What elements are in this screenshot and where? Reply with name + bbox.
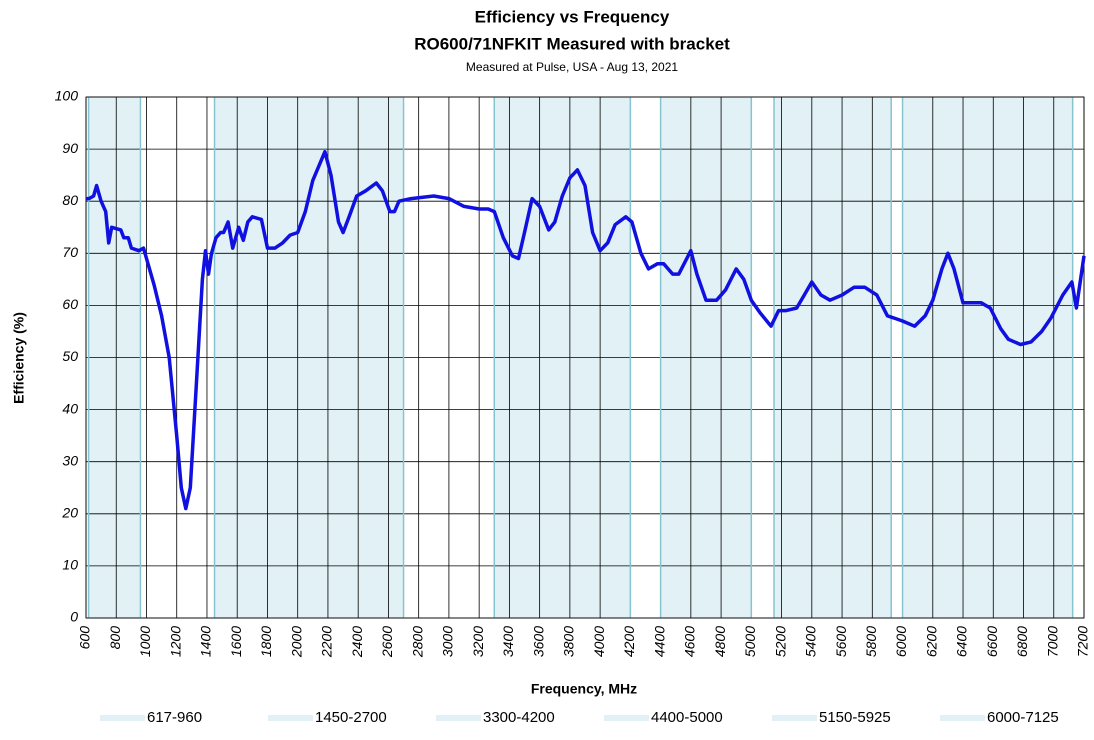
series-line — [86, 149, 1086, 511]
x-tick-label: 800 — [107, 626, 123, 650]
x-tick-label: 4800 — [712, 626, 728, 657]
legend-label: 617-960 — [147, 709, 202, 726]
x-tick-label: 3800 — [561, 626, 577, 657]
legend-label: 3300-4200 — [483, 709, 555, 726]
y-tick-label: 40 — [62, 400, 78, 416]
x-tick-label: 4000 — [591, 626, 607, 657]
y-tick-label: 70 — [62, 244, 78, 260]
x-tick-label: 7000 — [1044, 626, 1060, 657]
y-tick-label: 10 — [62, 557, 78, 573]
x-tick-label: 1400 — [198, 626, 214, 657]
x-tick-label: 3000 — [440, 626, 456, 657]
legend-label: 1450-2700 — [315, 709, 387, 726]
y-tick-label: 20 — [61, 505, 78, 521]
x-tick-label: 6600 — [984, 626, 1000, 657]
x-tick-label: 1000 — [137, 626, 153, 657]
x-tick-label: 3400 — [500, 626, 516, 657]
plot-border — [85, 96, 1085, 619]
x-tick-label: 4400 — [651, 626, 667, 657]
x-axis-label: Frequency, MHz — [531, 681, 637, 697]
legend-label: 5150-5925 — [819, 709, 891, 726]
x-tick-label: 4600 — [682, 626, 698, 657]
x-tick-label: 1800 — [258, 626, 274, 657]
y-tick-label: 60 — [62, 296, 78, 312]
y-axis-label: Efficiency (%) — [11, 312, 27, 404]
x-tick-label: 7200 — [1075, 626, 1091, 657]
chart-title: Efficiency vs Frequency — [475, 7, 670, 26]
chart-title-2: RO600/71NFKIT Measured with bracket — [414, 34, 730, 53]
x-tick-label: 5200 — [772, 626, 788, 657]
x-tick-label: 6800 — [1014, 626, 1030, 657]
x-tick-label: 2200 — [319, 626, 335, 658]
x-tick-label: 5600 — [833, 626, 849, 657]
x-tick-label: 2800 — [409, 626, 425, 658]
x-tick-label: 600 — [77, 626, 93, 650]
x-tick-label: 3200 — [470, 626, 486, 657]
x-tick-label: 5800 — [863, 626, 879, 657]
x-tick-label: 5400 — [803, 626, 819, 657]
y-tick-label: 50 — [62, 348, 78, 364]
legend-label: 6000-7125 — [987, 709, 1059, 726]
chart-subtitle: Measured at Pulse, USA - Aug 13, 2021 — [466, 60, 678, 74]
y-tick-label: 80 — [62, 192, 78, 208]
x-tick-label: 6200 — [923, 626, 939, 657]
legend-label: 4400-5000 — [651, 709, 723, 726]
x-tick-label: 5000 — [742, 626, 758, 657]
y-tick-label: 90 — [62, 140, 78, 156]
y-tick-label: 30 — [62, 452, 78, 468]
x-tick-label: 6000 — [893, 626, 909, 657]
y-tick-label: 0 — [70, 609, 78, 625]
x-tick-label: 1200 — [167, 626, 183, 657]
x-tick-label: 2000 — [288, 626, 304, 658]
x-tick-label: 6400 — [954, 626, 970, 657]
x-tick-label: 2400 — [349, 626, 365, 658]
y-tick-label: 100 — [55, 88, 79, 104]
x-tick-label: 3600 — [530, 626, 546, 657]
x-tick-label: 4200 — [621, 626, 637, 657]
x-tick-label: 2600 — [379, 626, 395, 658]
x-tick-label: 1600 — [228, 626, 244, 657]
